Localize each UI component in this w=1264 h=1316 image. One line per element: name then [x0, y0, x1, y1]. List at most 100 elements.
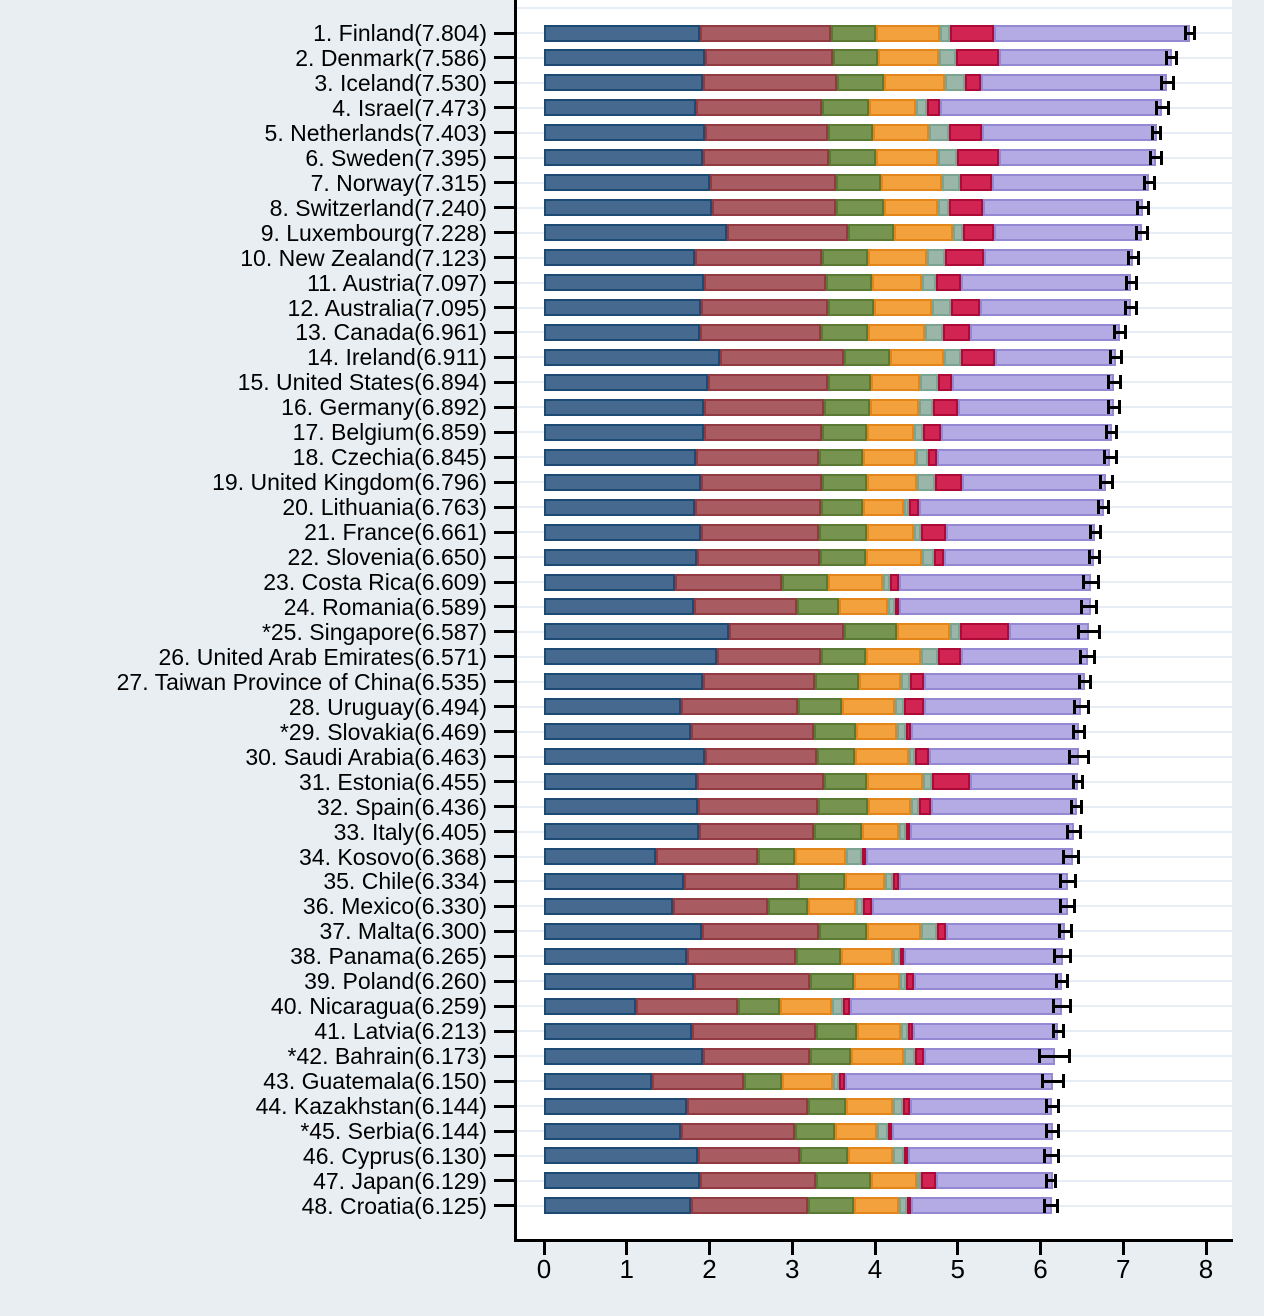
y-axis-tick [494, 380, 517, 384]
country-label: 16. Germany(6.892) [281, 394, 487, 421]
error-bar-line [1079, 655, 1097, 659]
country-label: 43. Guatemala(6.150) [263, 1068, 487, 1095]
segment-crimson [862, 848, 867, 865]
segment-lavender [994, 348, 1116, 366]
segment-green [796, 947, 841, 965]
country-label: 1. Finland(7.804) [313, 20, 487, 46]
segment-orange [795, 848, 847, 865]
error-bar-cap-left [1107, 400, 1111, 415]
y-axis-tick [494, 1054, 517, 1058]
bar-row [544, 498, 1104, 516]
segment-teal [923, 773, 932, 791]
bar-row [544, 249, 1134, 267]
segment-maroon [702, 1047, 810, 1065]
segment-lavender [999, 49, 1172, 67]
segment-lavender [923, 1047, 1055, 1065]
segment-maroon [699, 323, 821, 341]
segment-orange [851, 1047, 904, 1065]
segment-navy [544, 972, 695, 990]
error-bar-cap-left [1044, 1124, 1048, 1139]
bar-row [544, 947, 1064, 965]
segment-maroon [672, 897, 769, 915]
segment-orange [871, 274, 922, 292]
bar-row [544, 199, 1144, 217]
segment-maroon [656, 848, 758, 865]
x-axis-tick [1121, 1242, 1125, 1255]
error-bar-cap-left [1097, 500, 1101, 515]
error-bar-cap-right [1062, 1074, 1066, 1089]
segment-lavender [946, 523, 1096, 541]
y-axis-tick [494, 1129, 517, 1133]
segment-lavender [898, 872, 1069, 890]
country-label: 30. Saudi Arabia(6.463) [245, 743, 487, 770]
segment-maroon [700, 1172, 817, 1190]
y-axis-tick [494, 904, 517, 908]
segment-navy [544, 823, 700, 841]
segment-teal [939, 24, 950, 42]
bar-row [544, 698, 1082, 716]
segment-lavender [994, 24, 1190, 42]
segment-lavender [903, 947, 1064, 965]
segment-teal [938, 49, 956, 67]
segment-lavender [952, 373, 1115, 391]
segment-crimson [899, 947, 904, 965]
country-label: 33. Italy(6.405) [333, 818, 487, 845]
segment-maroon [691, 723, 814, 741]
bar-row [544, 99, 1163, 117]
segment-maroon [693, 598, 798, 616]
segment-teal [900, 1022, 909, 1040]
segment-navy [544, 648, 717, 666]
bar-row [544, 1072, 1053, 1090]
segment-navy [544, 1172, 701, 1190]
segment-crimson [862, 897, 873, 915]
segment-green [807, 1097, 847, 1115]
error-bar-line [1051, 1029, 1065, 1033]
bar-row [544, 373, 1115, 391]
country-label: 21. France(6.661) [304, 519, 487, 546]
segment-teal [928, 124, 950, 142]
segment-orange [874, 299, 932, 316]
error-bar-cap-right [1166, 100, 1170, 115]
segment-green [781, 573, 829, 591]
error-bar-cap-left [1082, 575, 1086, 589]
segment-green [813, 723, 856, 741]
segment-green [820, 648, 867, 666]
error-bar-cap-right [1106, 500, 1110, 515]
segment-teal [921, 274, 937, 292]
segment-lavender [928, 748, 1079, 766]
bar-row [544, 1097, 1053, 1115]
segment-teal [911, 798, 919, 816]
segment-crimson [905, 823, 910, 841]
bar-row [544, 723, 1080, 741]
segment-maroon [686, 947, 797, 965]
bar-row [544, 274, 1132, 292]
bar-row [544, 748, 1079, 766]
y-axis-tick [494, 430, 517, 434]
segment-orange [875, 149, 939, 167]
country-label: 24. Romania(6.589) [283, 593, 487, 620]
y-axis-tick [494, 929, 517, 933]
error-bar-cap-left [1126, 250, 1130, 265]
segment-orange [872, 124, 929, 142]
error-bar-cap-right [1083, 724, 1087, 739]
error-bar-line [1072, 730, 1087, 734]
error-bar-line [1042, 1204, 1059, 1208]
bar-row [544, 872, 1069, 890]
country-label: 27. Taiwan Province of China(6.535) [116, 668, 487, 695]
segment-maroon [692, 1022, 817, 1040]
segment-green [757, 848, 796, 865]
country-label: *25. Singapore(6.587) [261, 618, 487, 645]
y-axis-tick [494, 505, 517, 509]
segment-crimson [933, 548, 945, 566]
segment-navy [544, 598, 694, 616]
error-bar-line [1052, 1004, 1072, 1008]
country-label: 35. Chile(6.334) [323, 868, 487, 895]
error-bar-cap-left [1059, 899, 1063, 914]
country-label: 46. Cyprus(6.130) [302, 1142, 487, 1169]
segment-teal [938, 149, 957, 167]
segment-orange [855, 748, 909, 766]
segment-teal [831, 997, 843, 1015]
segment-green [810, 972, 855, 990]
segment-maroon [652, 1072, 745, 1090]
error-bar-line [1059, 879, 1077, 883]
